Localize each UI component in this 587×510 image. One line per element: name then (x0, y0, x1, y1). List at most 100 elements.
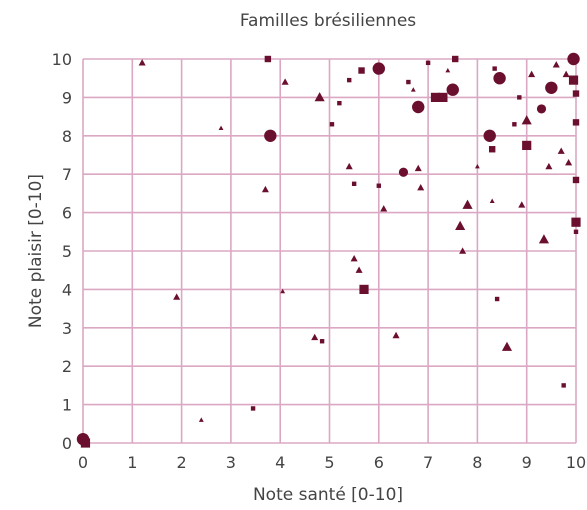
y-tick-label: 9 (62, 88, 72, 107)
data-point-square (494, 296, 500, 302)
y-tick-label: 2 (62, 357, 72, 376)
data-point-square (572, 90, 580, 97)
data-point-triangle (261, 185, 269, 193)
data-point-triangle (501, 341, 513, 351)
data-point-triangle (138, 59, 146, 66)
data-point-circle (412, 100, 425, 114)
data-point-triangle (455, 220, 466, 230)
data-point-circle (372, 62, 385, 75)
data-point-triangle (392, 331, 400, 339)
data-point-square (376, 183, 381, 188)
y-tick-label: 3 (62, 319, 72, 338)
data-point-circle (545, 81, 558, 95)
data-point-square (488, 146, 496, 153)
data-point-triangle (459, 247, 467, 254)
data-point-circle (493, 72, 506, 85)
data-point-square (522, 140, 532, 150)
data-point-square (250, 406, 256, 411)
y-tick-label: 8 (62, 127, 72, 146)
y-tick-label: 7 (62, 165, 72, 184)
data-point-triangle (410, 87, 416, 92)
data-point-triangle (417, 183, 425, 191)
data-point-triangle (545, 162, 553, 170)
y-tick-label: 0 (62, 434, 72, 453)
data-point-triangle (489, 198, 495, 203)
x-tick-label: 8 (472, 453, 482, 472)
data-point-triangle (173, 293, 181, 300)
data-point-triangle (350, 255, 358, 262)
data-point-square (438, 92, 448, 102)
data-point-triangle (218, 125, 224, 130)
grid (82, 58, 577, 444)
data-point-triangle (380, 205, 388, 212)
data-point-circle (264, 129, 277, 142)
data-point-triangle (562, 70, 570, 78)
data-point-triangle (280, 288, 286, 294)
x-tick-label: 10 (566, 453, 586, 472)
data-point-square (573, 229, 579, 234)
data-point-triangle (557, 147, 565, 154)
x-tick-label: 9 (522, 453, 532, 472)
data-point-square (359, 284, 369, 294)
data-point-triangle (538, 234, 550, 244)
data-point-square (430, 92, 441, 102)
data-point-square (517, 95, 522, 100)
data-point-square (568, 75, 579, 85)
data-point-triangle (552, 61, 560, 68)
data-point-square (572, 176, 580, 184)
data-point-square (351, 181, 357, 186)
data-point-triangle (414, 164, 422, 172)
data-point-triangle (355, 266, 363, 273)
data-point-square (329, 122, 335, 127)
data-point-circle (398, 167, 409, 177)
data-point-triangle (445, 67, 451, 73)
data-point-square (358, 67, 365, 74)
data-point-square (337, 100, 342, 106)
data-point-circle (446, 83, 459, 96)
data-point-triangle (314, 92, 325, 102)
data-point-circle (567, 52, 580, 66)
x-tick-label: 6 (374, 453, 384, 472)
data-point-triangle (528, 70, 536, 78)
data-point-circle (536, 104, 547, 114)
data-point-square (561, 383, 566, 388)
data-point-square (452, 55, 459, 63)
data-point-square (264, 55, 272, 63)
data-point-triangle (311, 333, 319, 341)
x-tick-label: 5 (324, 453, 334, 472)
x-tick-label: 2 (177, 453, 187, 472)
data-point-square (572, 119, 580, 126)
data-point-triangle (521, 115, 532, 125)
x-tick-label: 3 (226, 453, 236, 472)
data-point-triangle (565, 159, 573, 166)
y-tick-label: 10 (52, 50, 72, 69)
y-tick-label: 1 (62, 396, 72, 415)
data-point-square (80, 438, 91, 448)
data-point-square (406, 79, 411, 85)
data-point-circle (483, 129, 496, 142)
x-tick-label: 1 (127, 453, 137, 472)
y-axis-label: Note plaisir [0-10] (26, 174, 46, 328)
data-points (76, 52, 581, 448)
data-point-square (319, 339, 325, 344)
y-tick-label: 6 (62, 204, 72, 223)
y-tick-label: 4 (62, 280, 72, 299)
data-point-triangle (198, 417, 204, 422)
x-tick-label: 0 (78, 453, 88, 472)
data-point-triangle (518, 201, 526, 208)
x-axis-label: Note santé [0-10] (253, 485, 403, 505)
data-point-triangle (474, 163, 480, 169)
x-tick-label: 4 (275, 453, 285, 472)
y-tick-label: 5 (62, 242, 72, 261)
data-point-square (492, 66, 497, 71)
data-point-square (347, 77, 352, 83)
data-point-square (425, 60, 431, 66)
chart-title: Familles brésiliennes (240, 11, 416, 31)
data-point-triangle (462, 199, 473, 209)
tick-labels: 0 1 2 3 4 5 6 7 8 9 10 0 1 2 3 4 5 6 7 8 9 10 (52, 50, 587, 472)
x-tick-label: 7 (423, 453, 433, 472)
data-point-triangle (281, 78, 289, 85)
data-point-square (512, 122, 517, 127)
